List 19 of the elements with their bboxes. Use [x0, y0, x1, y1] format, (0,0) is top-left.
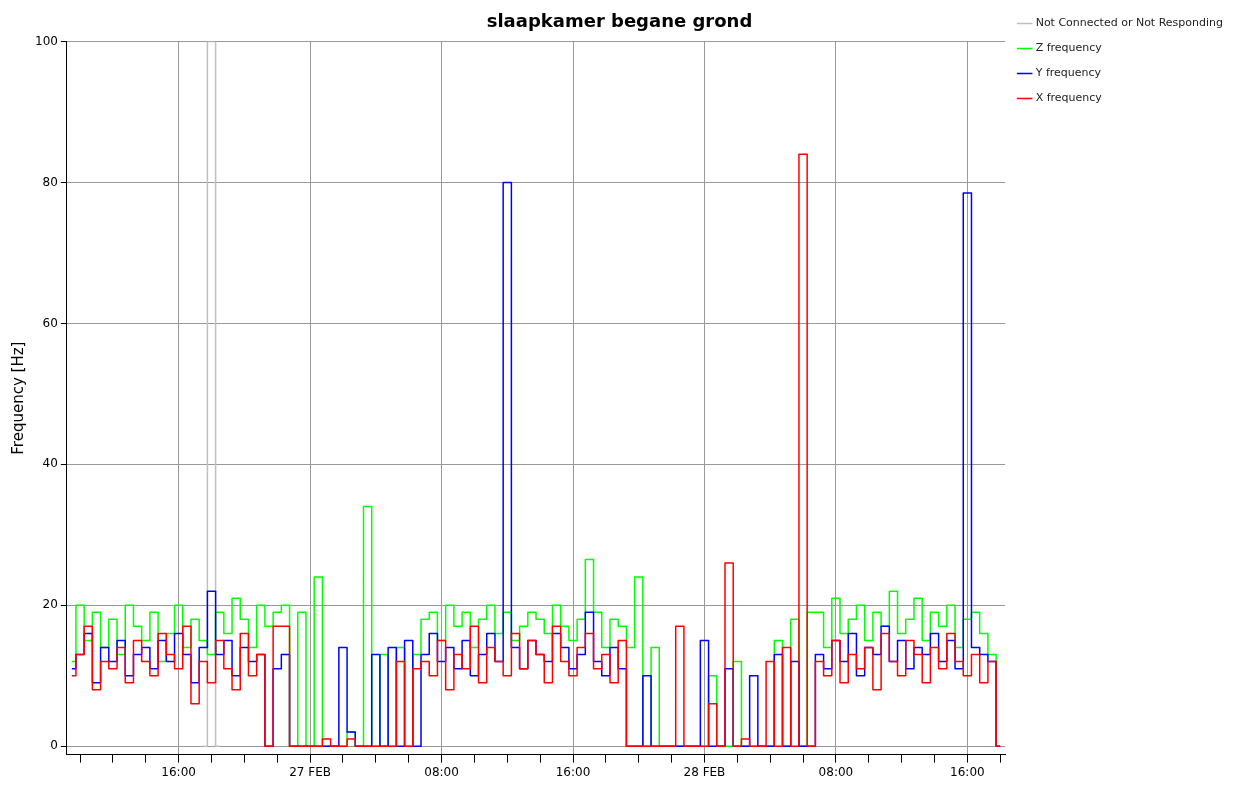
legend-label: Z frequency: [1035, 41, 1103, 55]
y-axis-title: Frequency [Hz]: [8, 341, 27, 455]
y-tick-label: 100: [35, 33, 58, 48]
legend-label: X frequency: [1035, 91, 1103, 105]
x-tick-label: 16:00: [950, 764, 985, 779]
chart-title: slaapkamer begane grond: [486, 10, 753, 32]
y-tick-label: 80: [42, 174, 58, 189]
legend-label: Not Connected or Not Responding: [1035, 16, 1224, 30]
y-tick-label: 20: [42, 597, 58, 612]
y-tick-label: 60: [42, 315, 58, 330]
x-tick-label: 16:00: [161, 764, 196, 779]
x-tick-label: 16:00: [555, 764, 591, 779]
y-tick-label: 0: [50, 738, 58, 753]
x-tick-label: 08:00: [424, 764, 459, 779]
x-tick-label: 28 FEB: [683, 764, 726, 779]
x-tick-label: 27 FEB: [289, 764, 331, 779]
x-tick-label: 08:00: [818, 764, 854, 779]
y-tick-label: 40: [42, 456, 58, 471]
legend-label: Y frequency: [1034, 66, 1102, 80]
